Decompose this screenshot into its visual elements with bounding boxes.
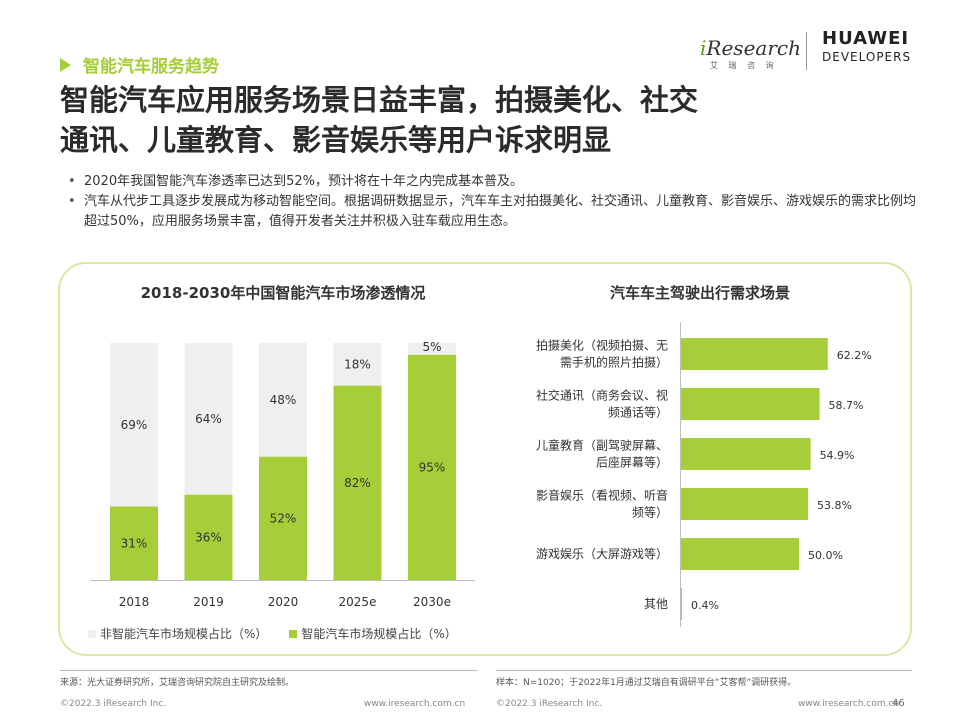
data-label-non-smart-2025e: 18% [344, 357, 371, 371]
iresearch-logo-text: Research [706, 36, 801, 60]
bar-smart-2025e [333, 385, 382, 580]
iresearch-logo-cn: 艾 瑞 咨 询 [710, 61, 778, 70]
legend-swatch-gray [88, 629, 96, 638]
data-label-non-smart-2018: 69% [121, 418, 148, 432]
footer-rule-right [496, 670, 912, 671]
legend-label-smart: 智能汽车市场规模占比（%） [301, 627, 457, 641]
hbar-value-label-3: 53.8% [817, 499, 852, 512]
hbar-0 [681, 338, 828, 370]
hbar-category-label-0-0: 拍摄美化（视频拍摄、无 [536, 338, 668, 353]
bullet-item: 2020年我国智能汽车渗透率已达到52%，预计将在十年之内完成基本普及。 [68, 172, 928, 192]
x-tick-label-2019: 2019 [193, 595, 224, 609]
hbar-category-label-1-0: 社交通讯（商务会议、视 [536, 388, 668, 403]
page-title-line1: 智能汽车应用服务场景日益丰富，拍摄美化、社交 [60, 83, 699, 117]
footer-url-right: www.iresearch.com.cn [798, 699, 900, 709]
bar-non-smart-2025e [333, 343, 382, 386]
page-title: 智能汽车应用服务场景日益丰富，拍摄美化、社交 通讯、儿童教育、影音娱乐等用户诉求… [60, 80, 780, 160]
data-label-smart-2025e: 82% [344, 476, 371, 490]
footer-copyright-right: ©2022.3 iResearch Inc. [496, 699, 603, 709]
data-label-smart-2030e: 95% [419, 460, 446, 474]
hbar-category-label-5-0: 其他 [644, 597, 668, 611]
hbar-category-label-0-1: 需手机的照片拍摄） [560, 355, 668, 370]
chart-title-demand: 汽车车主驾驶出行需求场景 [609, 284, 790, 302]
hbar-category-label-2-0: 儿童教育（副驾驶屏幕、 [536, 438, 668, 453]
legend-item-smart: 智能汽车市场规模占比（%） [289, 625, 457, 642]
bar-smart-2019 [184, 494, 233, 580]
data-label-non-smart-2030e: 5% [422, 340, 441, 354]
hbar-value-label-5: 0.4% [691, 599, 719, 612]
chart-panel [58, 262, 912, 656]
bar-non-smart-2018 [110, 343, 158, 507]
bullet-list: 2020年我国智能汽车渗透率已达到52%，预计将在十年之内完成基本普及。 汽车从… [68, 172, 928, 232]
footer-url-left: www.iresearch.com.cn [364, 699, 466, 709]
legend-item-non-smart: 非智能汽车市场规模占比（%） [88, 625, 267, 642]
hbar-category-label-3-0: 影音娱乐（看视频、听音 [536, 488, 668, 503]
data-label-non-smart-2020: 48% [270, 393, 297, 407]
bar-smart-2020 [259, 456, 307, 580]
hbar-value-label-2: 54.9% [820, 449, 855, 462]
huawei-logo-line2: DEVELOPERS [822, 50, 912, 64]
footer-source-right: 样本：N=1020；于2022年1月通过艾瑞自有调研平台“艾客帮”调研获得。 [496, 678, 797, 688]
bar-smart-2030e [408, 354, 456, 580]
section-tag-text: 智能汽车服务趋势 [83, 57, 219, 77]
iresearch-logo: iResearch 艾 瑞 咨 询 [700, 36, 801, 70]
x-tick-label-2018: 2018 [119, 595, 150, 609]
hbar-3 [681, 488, 808, 520]
data-label-smart-2019: 36% [195, 530, 222, 544]
hbar-category-label-4-0: 游戏娱乐（大屏游戏等） [536, 547, 668, 561]
x-tick-label-2025e: 2025e [339, 595, 377, 609]
huawei-developers-logo: HUAWEI DEVELOPERS [822, 30, 911, 66]
bar-non-smart-2030e [408, 343, 456, 355]
page-title-line2: 通讯、儿童教育、影音娱乐等用户诉求明显 [60, 123, 612, 157]
bar-smart-2018 [110, 506, 158, 580]
hbar-value-label-1: 58.7% [829, 399, 864, 412]
hbar-value-label-4: 50.0% [808, 549, 843, 562]
bar-non-smart-2020 [259, 343, 307, 457]
hbar-category-label-3-1: 频等） [632, 506, 668, 520]
hbar-category-label-2-1: 后座屏幕等） [596, 455, 668, 470]
hbar-1 [681, 388, 820, 420]
bar-non-smart-2019 [184, 343, 233, 495]
data-label-smart-2020: 52% [270, 511, 297, 525]
legend-label-non-smart: 非智能汽车市场规模占比（%） [100, 627, 268, 641]
chart-legend: 非智能汽车市场规模占比（%） 智能汽车市场规模占比（%） [88, 625, 479, 642]
section-tag: 智能汽车服务趋势 [60, 52, 219, 77]
logo-divider [806, 32, 807, 70]
hbar-2 [681, 438, 811, 470]
huawei-logo-line1: HUAWEI [822, 28, 910, 49]
x-tick-label-2020: 2020 [268, 595, 299, 609]
data-label-non-smart-2019: 64% [195, 412, 222, 426]
play-triangle-icon [60, 57, 71, 72]
hbar-4 [681, 538, 799, 570]
bullet-item: 汽车从代步工具逐步发展成为移动智能空间。根据调研数据显示，汽车车主对拍摄美化、社… [68, 192, 928, 232]
footer-copyright-left: ©2022.3 iResearch Inc. [60, 699, 167, 709]
iresearch-logo-i: i [700, 36, 707, 60]
stacked-bar-chart: 31% 69% 2018 36% 64% 2019 52% 48% 2020 82% 18% 2025… [90, 340, 475, 609]
data-label-smart-2018: 31% [121, 536, 148, 550]
chart-title-penetration: 2018-2030年中国智能汽车市场渗透情况 [140, 284, 426, 302]
legend-swatch-green [289, 629, 298, 638]
hbar-value-label-0: 62.2% [837, 349, 872, 362]
footer-rule-left [60, 670, 478, 671]
hbar-5 [681, 588, 682, 620]
page-number: 46 [892, 698, 905, 709]
x-tick-label-2030e: 2030e [413, 595, 451, 609]
footer-source-left: 来源：光大证券研究所，艾瑞咨询研究院自主研究及绘制。 [60, 678, 295, 688]
hbar-category-label-1-1: 频通话等） [608, 406, 668, 420]
